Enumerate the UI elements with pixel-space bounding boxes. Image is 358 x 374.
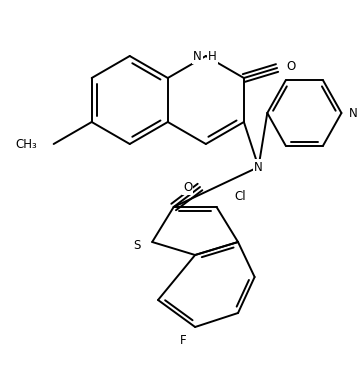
Text: N: N: [254, 160, 263, 174]
Text: O: O: [287, 59, 296, 73]
Text: N: N: [349, 107, 358, 120]
Text: O: O: [183, 181, 192, 193]
Text: H: H: [208, 49, 217, 62]
Text: N: N: [193, 49, 202, 62]
Text: S: S: [133, 239, 140, 251]
Text: Cl: Cl: [234, 190, 246, 202]
Text: CH₃: CH₃: [15, 138, 37, 150]
Text: F: F: [180, 334, 187, 346]
